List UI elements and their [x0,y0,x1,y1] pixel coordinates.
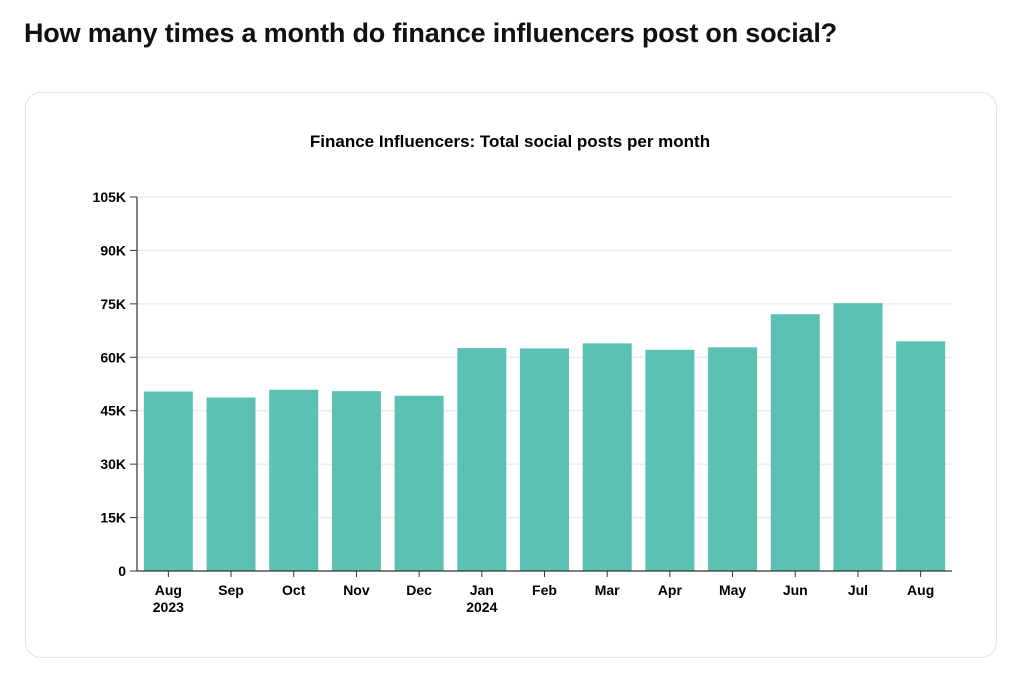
bar [896,341,946,571]
x-tick-label: Jan [470,582,494,598]
bar [331,391,381,571]
bar [269,389,319,571]
chart-title: Finance Influencers: Total social posts … [310,132,710,151]
bar [770,314,820,571]
x-tick-label: Feb [532,582,557,598]
y-tick-label: 60K [100,349,126,365]
bar [645,349,695,571]
page-heading: How many times a month do finance influe… [24,18,837,48]
y-tick-label: 90K [100,242,126,258]
bar [143,391,193,571]
x-tick-label: Sep [218,582,244,598]
bar [708,347,758,571]
x-tick-label: Aug [907,582,934,598]
chart-card [25,92,997,658]
x-tick-label: 2023 [153,599,184,615]
x-tick-label: Apr [658,582,683,598]
bar [520,348,569,571]
y-tick-label: 30K [100,456,126,472]
bar [457,348,507,571]
bar [206,397,256,571]
bar [582,343,632,571]
x-tick-label: Nov [343,582,370,598]
y-tick-label: 15K [100,510,126,526]
bar [394,395,444,571]
x-tick-label: Oct [282,582,306,598]
y-tick-label: 45K [100,403,126,419]
x-tick-label: May [719,582,746,598]
x-tick-label: Jun [783,582,808,598]
x-tick-label: Dec [406,582,432,598]
y-tick-label: 0 [118,563,126,579]
bar [833,303,883,571]
x-tick-label: Mar [595,582,620,598]
y-tick-label: 105K [93,189,126,205]
x-tick-label: Jul [848,582,868,598]
x-tick-label: Aug [155,582,182,598]
y-tick-label: 75K [100,296,126,312]
x-tick-label: 2024 [466,599,497,615]
